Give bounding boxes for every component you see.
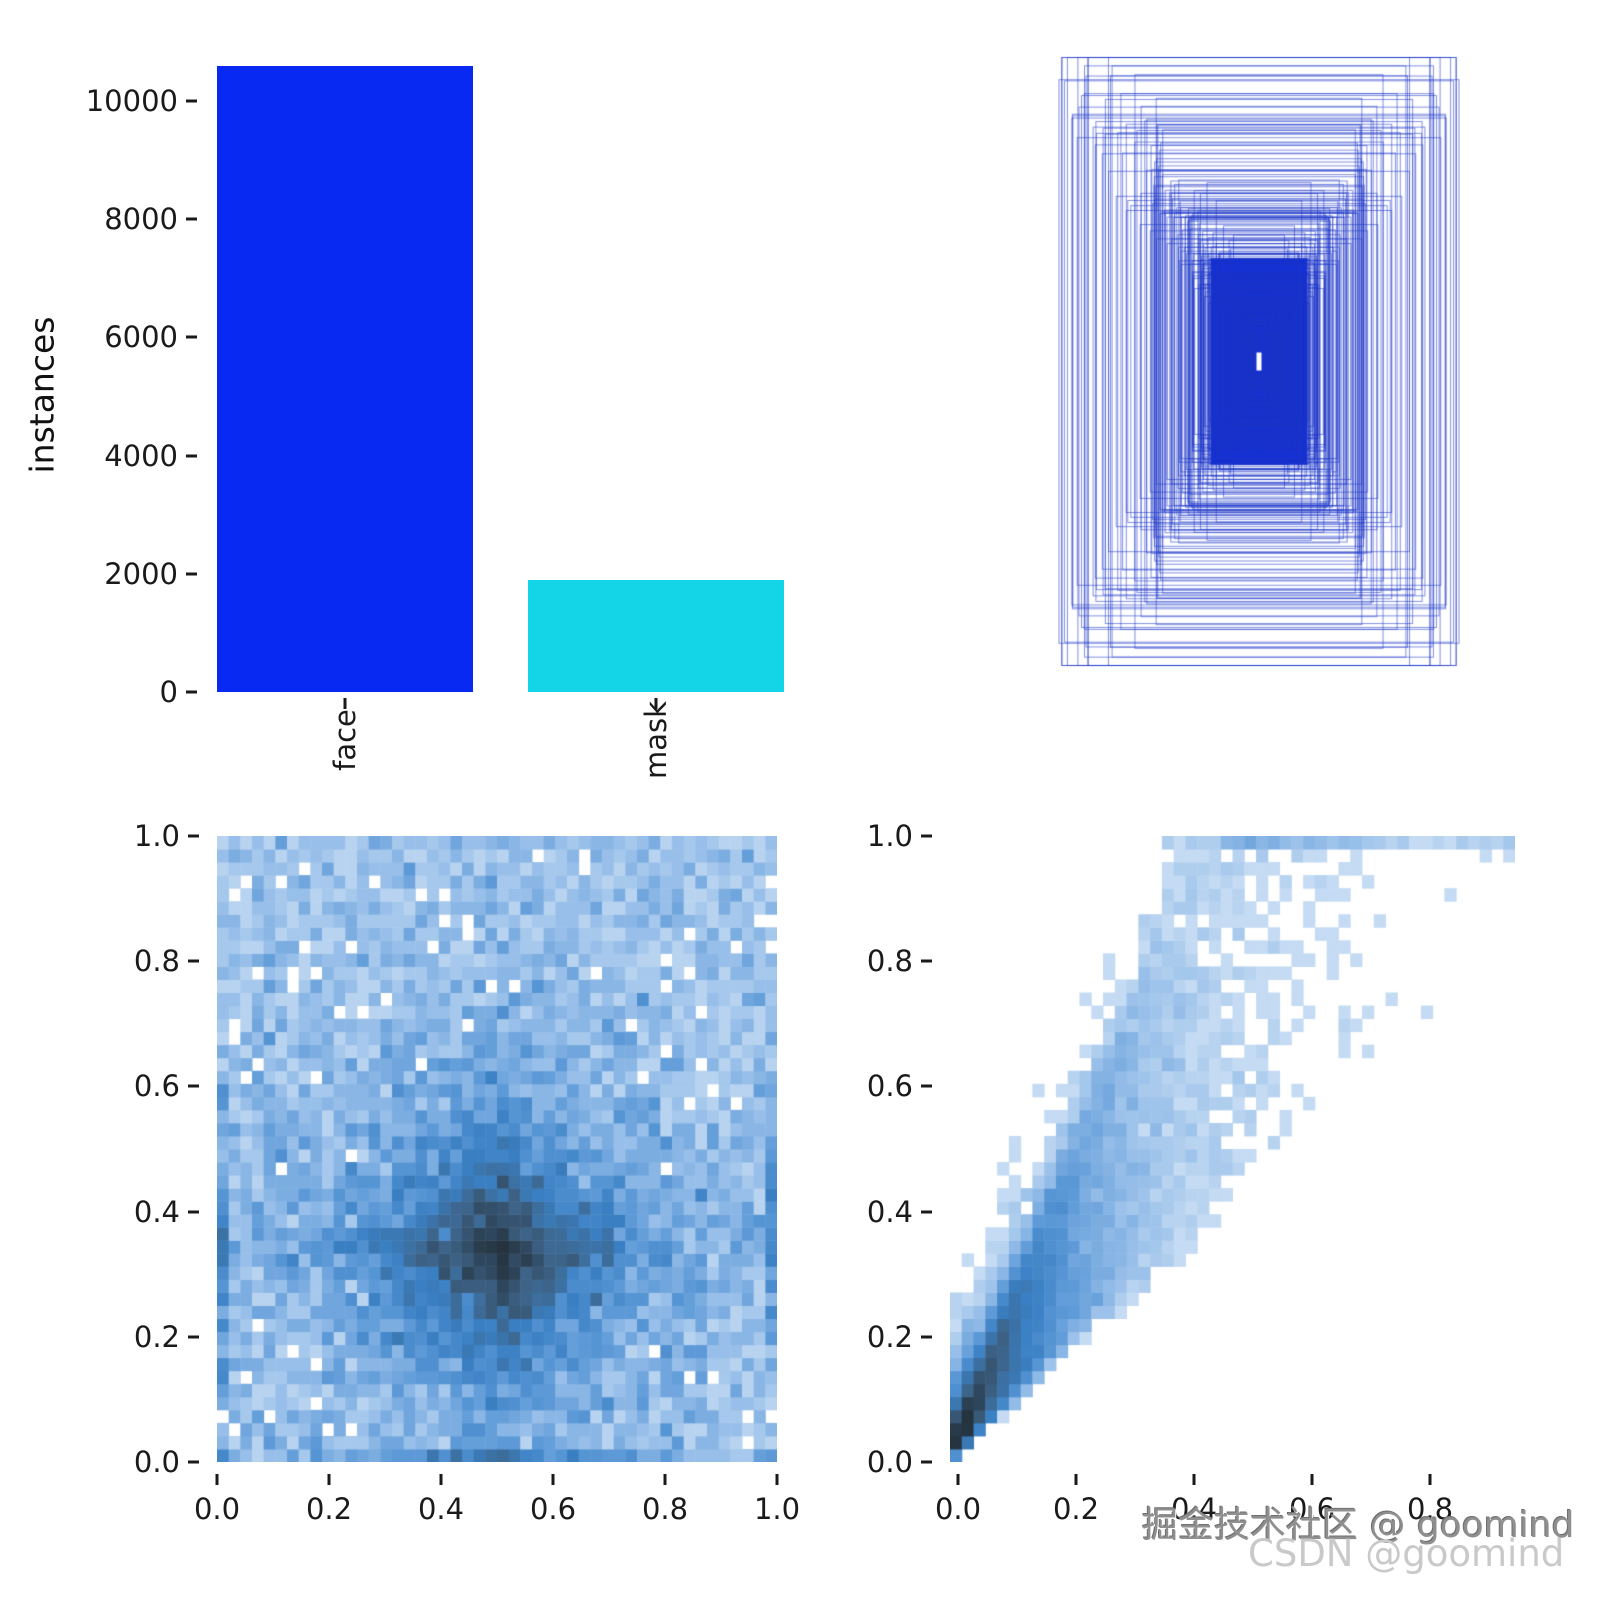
y-tick-label: 4000: [104, 438, 178, 473]
x-tick-label: 0.8: [641, 1492, 689, 1526]
x-tick-label: 0.2: [1052, 1492, 1100, 1526]
y-tick-label: 0.2: [866, 1319, 913, 1354]
x-tick-label: 0.0: [934, 1492, 982, 1526]
watermark-csdn: CSDN @goomind: [1248, 1532, 1565, 1575]
y-tick-label: 1.0: [133, 819, 180, 853]
y-tick-label: 0.8: [133, 944, 180, 979]
x-tick-label: 0.0: [193, 1492, 241, 1526]
xy-heatmap: [217, 836, 777, 1462]
x-tick-mark: [1310, 1474, 1314, 1485]
x-tick-mark: [1428, 1474, 1432, 1485]
y-tick-mark: [921, 1460, 932, 1464]
y-tick-mark: [921, 1210, 932, 1214]
y-tick-label: 0.4: [866, 1194, 913, 1229]
x-tick-mark: [775, 1474, 779, 1485]
y-tick-label: 0: [159, 675, 178, 709]
wh-heatmap: [950, 836, 1515, 1462]
y-tick-label: 0.2: [133, 1319, 180, 1354]
y-tick-mark: [921, 834, 932, 838]
y-tick-label: 0.6: [866, 1069, 913, 1104]
y-tick-mark: [921, 1084, 932, 1088]
watermark-juejin: 掘金技术社区 @ goomind: [1142, 1505, 1575, 1546]
x-tick-mark: [551, 1474, 555, 1485]
y-tick-mark: [186, 335, 197, 339]
x-tick-label: 0.6: [529, 1492, 577, 1526]
x-tick-label: 0.4: [417, 1492, 465, 1526]
y-tick-label: 6000: [104, 320, 178, 355]
y-tick-label: 1.0: [866, 819, 913, 853]
x-tick-label: 0.4: [1170, 1492, 1218, 1526]
y-tick-label: 8000: [104, 202, 178, 237]
y-tick-label: 0.4: [133, 1194, 180, 1229]
x-tick-mark: [956, 1474, 960, 1485]
x-tick-mark: [654, 698, 658, 709]
x-tick-mark: [343, 698, 347, 709]
x-tick-mark: [439, 1474, 443, 1485]
y-tick-label: 2000: [104, 556, 178, 591]
y-tick-mark: [921, 959, 932, 963]
x-tick-label: 0.2: [305, 1492, 353, 1526]
y-tick-label: 0.0: [866, 1445, 913, 1479]
y-tick-label: 10000: [85, 84, 178, 118]
x-category-label: face: [328, 709, 362, 771]
y-tick-mark: [188, 1460, 199, 1464]
bar-face: [217, 65, 473, 692]
x-tick-mark: [1074, 1474, 1078, 1485]
y-tick-mark: [186, 217, 197, 221]
x-tick-mark: [1192, 1474, 1196, 1485]
y-tick-mark: [188, 1335, 199, 1339]
y-tick-label: 0.6: [133, 1069, 180, 1104]
y-tick-mark: [921, 1335, 932, 1339]
y-tick-mark: [188, 959, 199, 963]
bar-chart-panel: instances 0 2000 4000 6000 8000 10000 face mas…: [0, 0, 800, 780]
x-tick-label: 1.0: [753, 1492, 801, 1526]
y-tick-mark: [188, 1210, 199, 1214]
y-tick-mark: [188, 1084, 199, 1088]
x-category-label: mask: [639, 701, 673, 779]
y-tick-mark: [186, 99, 197, 103]
x-tick-label: 0.8: [1406, 1492, 1454, 1526]
y-tick-mark: [188, 834, 199, 838]
x-tick-mark: [663, 1474, 667, 1485]
y-tick-label: 0.8: [866, 944, 913, 979]
x-tick-label: 0.6: [1288, 1492, 1336, 1526]
x-tick-mark: [215, 1474, 219, 1485]
y-tick-mark: [186, 572, 197, 576]
y-tick-mark: [186, 690, 197, 694]
bar-mask: [528, 579, 784, 692]
y-tick-label: 0.0: [133, 1445, 180, 1479]
bounding-boxes-overlay: [1058, 53, 1460, 670]
y-tick-mark: [186, 454, 197, 458]
x-tick-mark: [327, 1474, 331, 1485]
bar-chart-ylabel: instances: [22, 316, 62, 474]
